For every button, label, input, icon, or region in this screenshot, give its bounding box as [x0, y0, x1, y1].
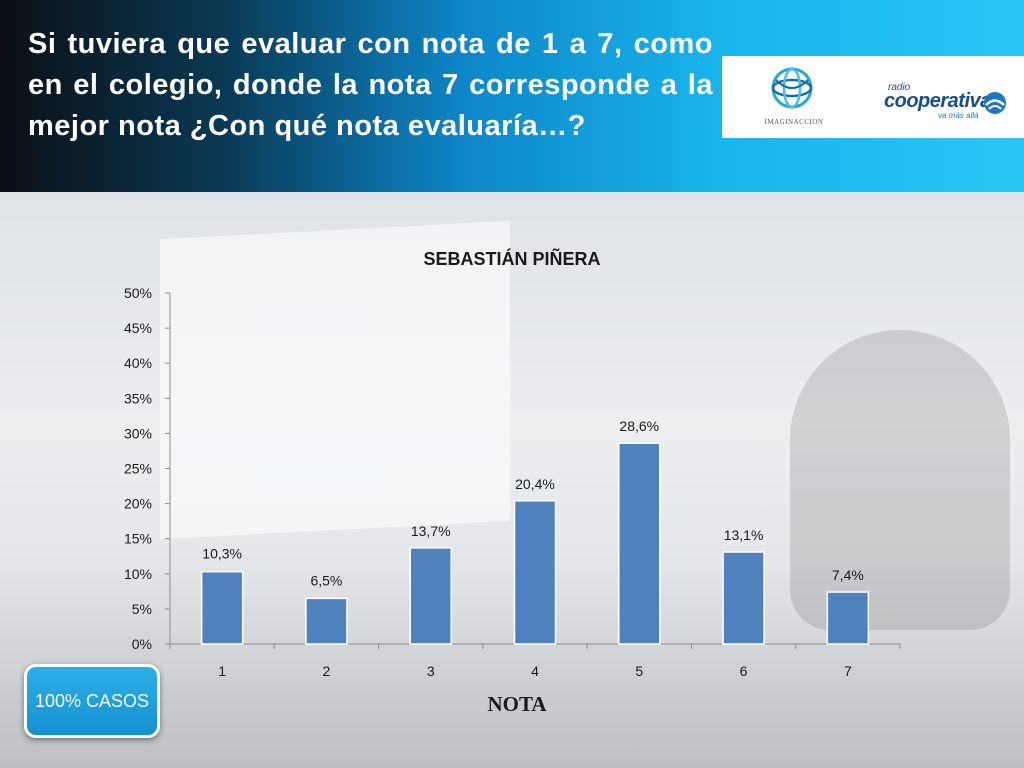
y-tick-label: 30%: [124, 425, 152, 441]
logo-panel: [722, 56, 1024, 138]
x-axis-title: NOTA: [487, 692, 547, 716]
x-tick-label: 3: [427, 663, 435, 679]
cases-badge: 100% CASOS: [24, 664, 160, 738]
globe-logo-icon: [771, 67, 813, 109]
logo-left-text: IMAGINACCION: [764, 118, 824, 126]
logo-right-name: cooperativa: [884, 90, 991, 112]
data-label: 28,6%: [619, 418, 659, 434]
y-tick-label: 0%: [132, 636, 152, 652]
cooperativa-logo-icon: [984, 92, 1006, 114]
data-label: 6,5%: [310, 572, 342, 588]
bar-6: [722, 551, 765, 645]
x-tick-label: 7: [844, 663, 852, 679]
data-label: 7,4%: [832, 567, 864, 583]
y-tick-label: 45%: [124, 320, 152, 336]
y-tick-label: 35%: [124, 390, 152, 406]
logo-right-tagline: va más allá: [938, 111, 979, 120]
logo-right-radio: radio: [888, 82, 911, 93]
x-tick-label: 2: [323, 663, 331, 679]
data-label: 13,1%: [724, 527, 764, 543]
y-tick-label: 5%: [132, 601, 152, 617]
x-tick-label: 1: [218, 663, 226, 679]
y-tick-label: 20%: [124, 496, 152, 512]
data-label: 13,7%: [411, 523, 451, 539]
x-tick-label: 5: [635, 663, 643, 679]
bar-4: [513, 500, 557, 645]
y-tick-label: 15%: [124, 531, 152, 547]
y-tick-label: 50%: [124, 285, 152, 301]
bar-3: [409, 547, 452, 645]
x-tick-label: 6: [740, 663, 748, 679]
background-shape: [790, 330, 1010, 630]
bar-7: [826, 591, 870, 645]
bar-5: [618, 442, 661, 645]
data-label: 20,4%: [515, 476, 555, 492]
bar-2: [305, 597, 348, 645]
page-title: Si tuviera que evaluar con nota de 1 a 7…: [28, 28, 713, 142]
bar-1: [200, 570, 244, 645]
y-tick-label: 25%: [124, 461, 152, 477]
chart-title: SEBASTIÁN PIÑERA: [423, 248, 600, 269]
y-tick-label: 10%: [124, 566, 152, 582]
y-tick-label: 40%: [124, 355, 152, 371]
x-tick-label: 4: [531, 663, 539, 679]
data-label: 10,3%: [202, 546, 242, 562]
